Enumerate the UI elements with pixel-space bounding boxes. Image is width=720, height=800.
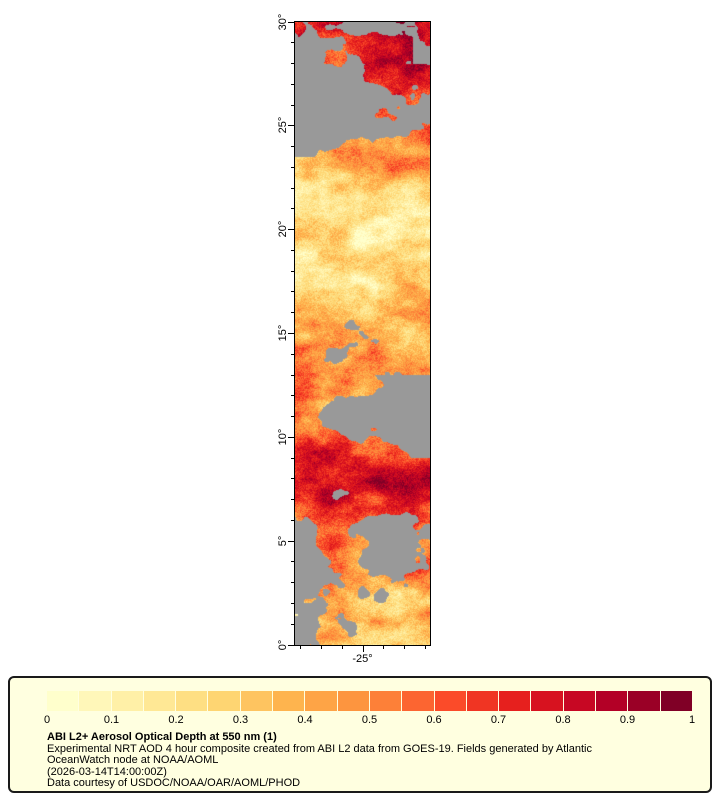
latitude-minor-tick: [291, 208, 294, 210]
colorbar-segment: [531, 691, 563, 711]
latitude-minor-tick: [291, 249, 294, 251]
latitude-major-tick: [288, 540, 294, 542]
colorbar-segment: [47, 691, 79, 711]
colorbar-segment: [143, 691, 176, 711]
colorbar-tick-label: 0.4: [297, 714, 313, 726]
colorbar-tick-label: 0: [43, 714, 51, 726]
latitude-major-tick: [288, 21, 294, 23]
colorbar-segment: [79, 691, 111, 711]
latitude-minor-tick: [291, 83, 294, 85]
latitude-minor-tick: [291, 166, 294, 168]
colorbar-tick-label: 0.1: [103, 714, 120, 726]
colorbar-segment: [111, 691, 143, 711]
longitude-minor-tick: [300, 646, 302, 649]
latitude-major-tick: [288, 333, 294, 334]
latitude-minor-tick: [291, 395, 294, 397]
latitude-minor-tick: [291, 416, 294, 418]
latitude-minor-tick: [291, 353, 294, 355]
legend-description-line-1: Experimental NRT AOD 4 hour composite cr…: [47, 742, 592, 755]
colorbar-segment: [240, 691, 273, 711]
map-plot-frame: [294, 21, 431, 646]
latitude-tick-label: 30°: [277, 13, 289, 30]
latitude-minor-tick: [291, 146, 294, 148]
longitude-minor-tick: [404, 646, 406, 649]
colorbar-tick-label: 0.7: [490, 714, 507, 726]
colorbar-tick-label: 1: [688, 714, 696, 726]
colorbar-segment: [305, 691, 337, 711]
longitude-minor-tick: [424, 646, 426, 649]
latitude-minor-tick: [291, 623, 294, 625]
latitude-minor-tick: [291, 582, 294, 584]
legend-panel: 0 0.1 0.2 0.3 0.4 0.5 0.6 0.7 0.8 0.9 1 ABI L2+ Ae…: [8, 676, 712, 793]
latitude-minor-tick: [291, 561, 294, 563]
colorbar-segment: [369, 691, 402, 711]
legend-description-line-2: OceanWatch node at NOAA/AOML: [47, 754, 219, 766]
colorbar-segment: [466, 691, 499, 711]
colorbar-tick-labels: 0 0.1 0.2 0.3 0.4 0.5 0.6 0.7 0.8 0.9 1: [43, 714, 696, 727]
colorbar-segment: [402, 691, 434, 711]
colorbar-segment: [499, 691, 531, 711]
legend-timestamp: (2026-03-14T14:00:00Z): [47, 765, 167, 778]
latitude-minor-tick: [291, 104, 294, 106]
latitude-tick-label: 15°: [277, 324, 289, 342]
latitude-minor-tick: [291, 478, 294, 480]
colorbar-segment: [596, 691, 628, 711]
colorbar-segment: [628, 691, 660, 711]
latitude-major-tick: [288, 229, 294, 231]
colorbar: [47, 691, 692, 711]
latitude-minor-tick: [291, 291, 294, 293]
colorbar-segment: [273, 691, 305, 711]
longitude-major-tick: [362, 646, 364, 652]
latitude-minor-tick: [291, 270, 294, 272]
colorbar-segment: [208, 691, 240, 711]
longitude-minor-tick: [383, 646, 385, 649]
legend-text-block: ABI L2+ Aerosol Optical Depth at 550 nm …: [47, 731, 592, 790]
longitude-tick-label: -25°: [352, 653, 373, 665]
latitude-minor-tick: [291, 374, 294, 376]
latitude-minor-tick: [291, 457, 294, 459]
aod-raster-map: [295, 22, 430, 645]
latitude-major-tick: [288, 436, 294, 438]
colorbar-segment: [176, 691, 208, 711]
latitude-minor-tick: [291, 63, 294, 65]
latitude-minor-tick: [291, 187, 294, 189]
colorbar-tick-label: 0.8: [555, 714, 571, 726]
latitude-tick-label: 0°: [277, 639, 289, 650]
legend-title: ABI L2+ Aerosol Optical Depth at 550 nm …: [47, 731, 277, 743]
colorbar-tick-label: 0.3: [232, 714, 249, 726]
latitude-major-tick: [288, 125, 294, 127]
latitude-tick-label: 20°: [277, 220, 289, 238]
latitude-tick-label: 5°: [277, 535, 289, 546]
longitude-minor-tick: [320, 646, 322, 649]
colorbar-tick-label: 0.2: [168, 714, 184, 726]
colorbar-segment: [434, 691, 466, 711]
colorbar-tick-label: 0.5: [361, 714, 378, 726]
colorbar-tick-label: 0.6: [426, 714, 442, 726]
colorbar-segment: [563, 691, 596, 711]
latitude-major-tick: [288, 644, 294, 646]
colorbar-segment: [337, 691, 369, 711]
longitude-minor-tick: [341, 646, 343, 649]
latitude-minor-tick: [291, 42, 294, 44]
legend-credit: Data courtesy of USDOC/NOAA/OAR/AOML/PHO…: [47, 777, 301, 789]
latitude-minor-tick: [291, 499, 294, 501]
latitude-tick-label: 10°: [277, 428, 289, 446]
latitude-minor-tick: [291, 312, 294, 314]
colorbar-tick-label: 0.9: [619, 714, 636, 726]
latitude-minor-tick: [291, 519, 294, 521]
latitude-minor-tick: [291, 602, 294, 604]
latitude-tick-label: 25°: [277, 117, 289, 134]
colorbar-segment: [660, 691, 692, 711]
